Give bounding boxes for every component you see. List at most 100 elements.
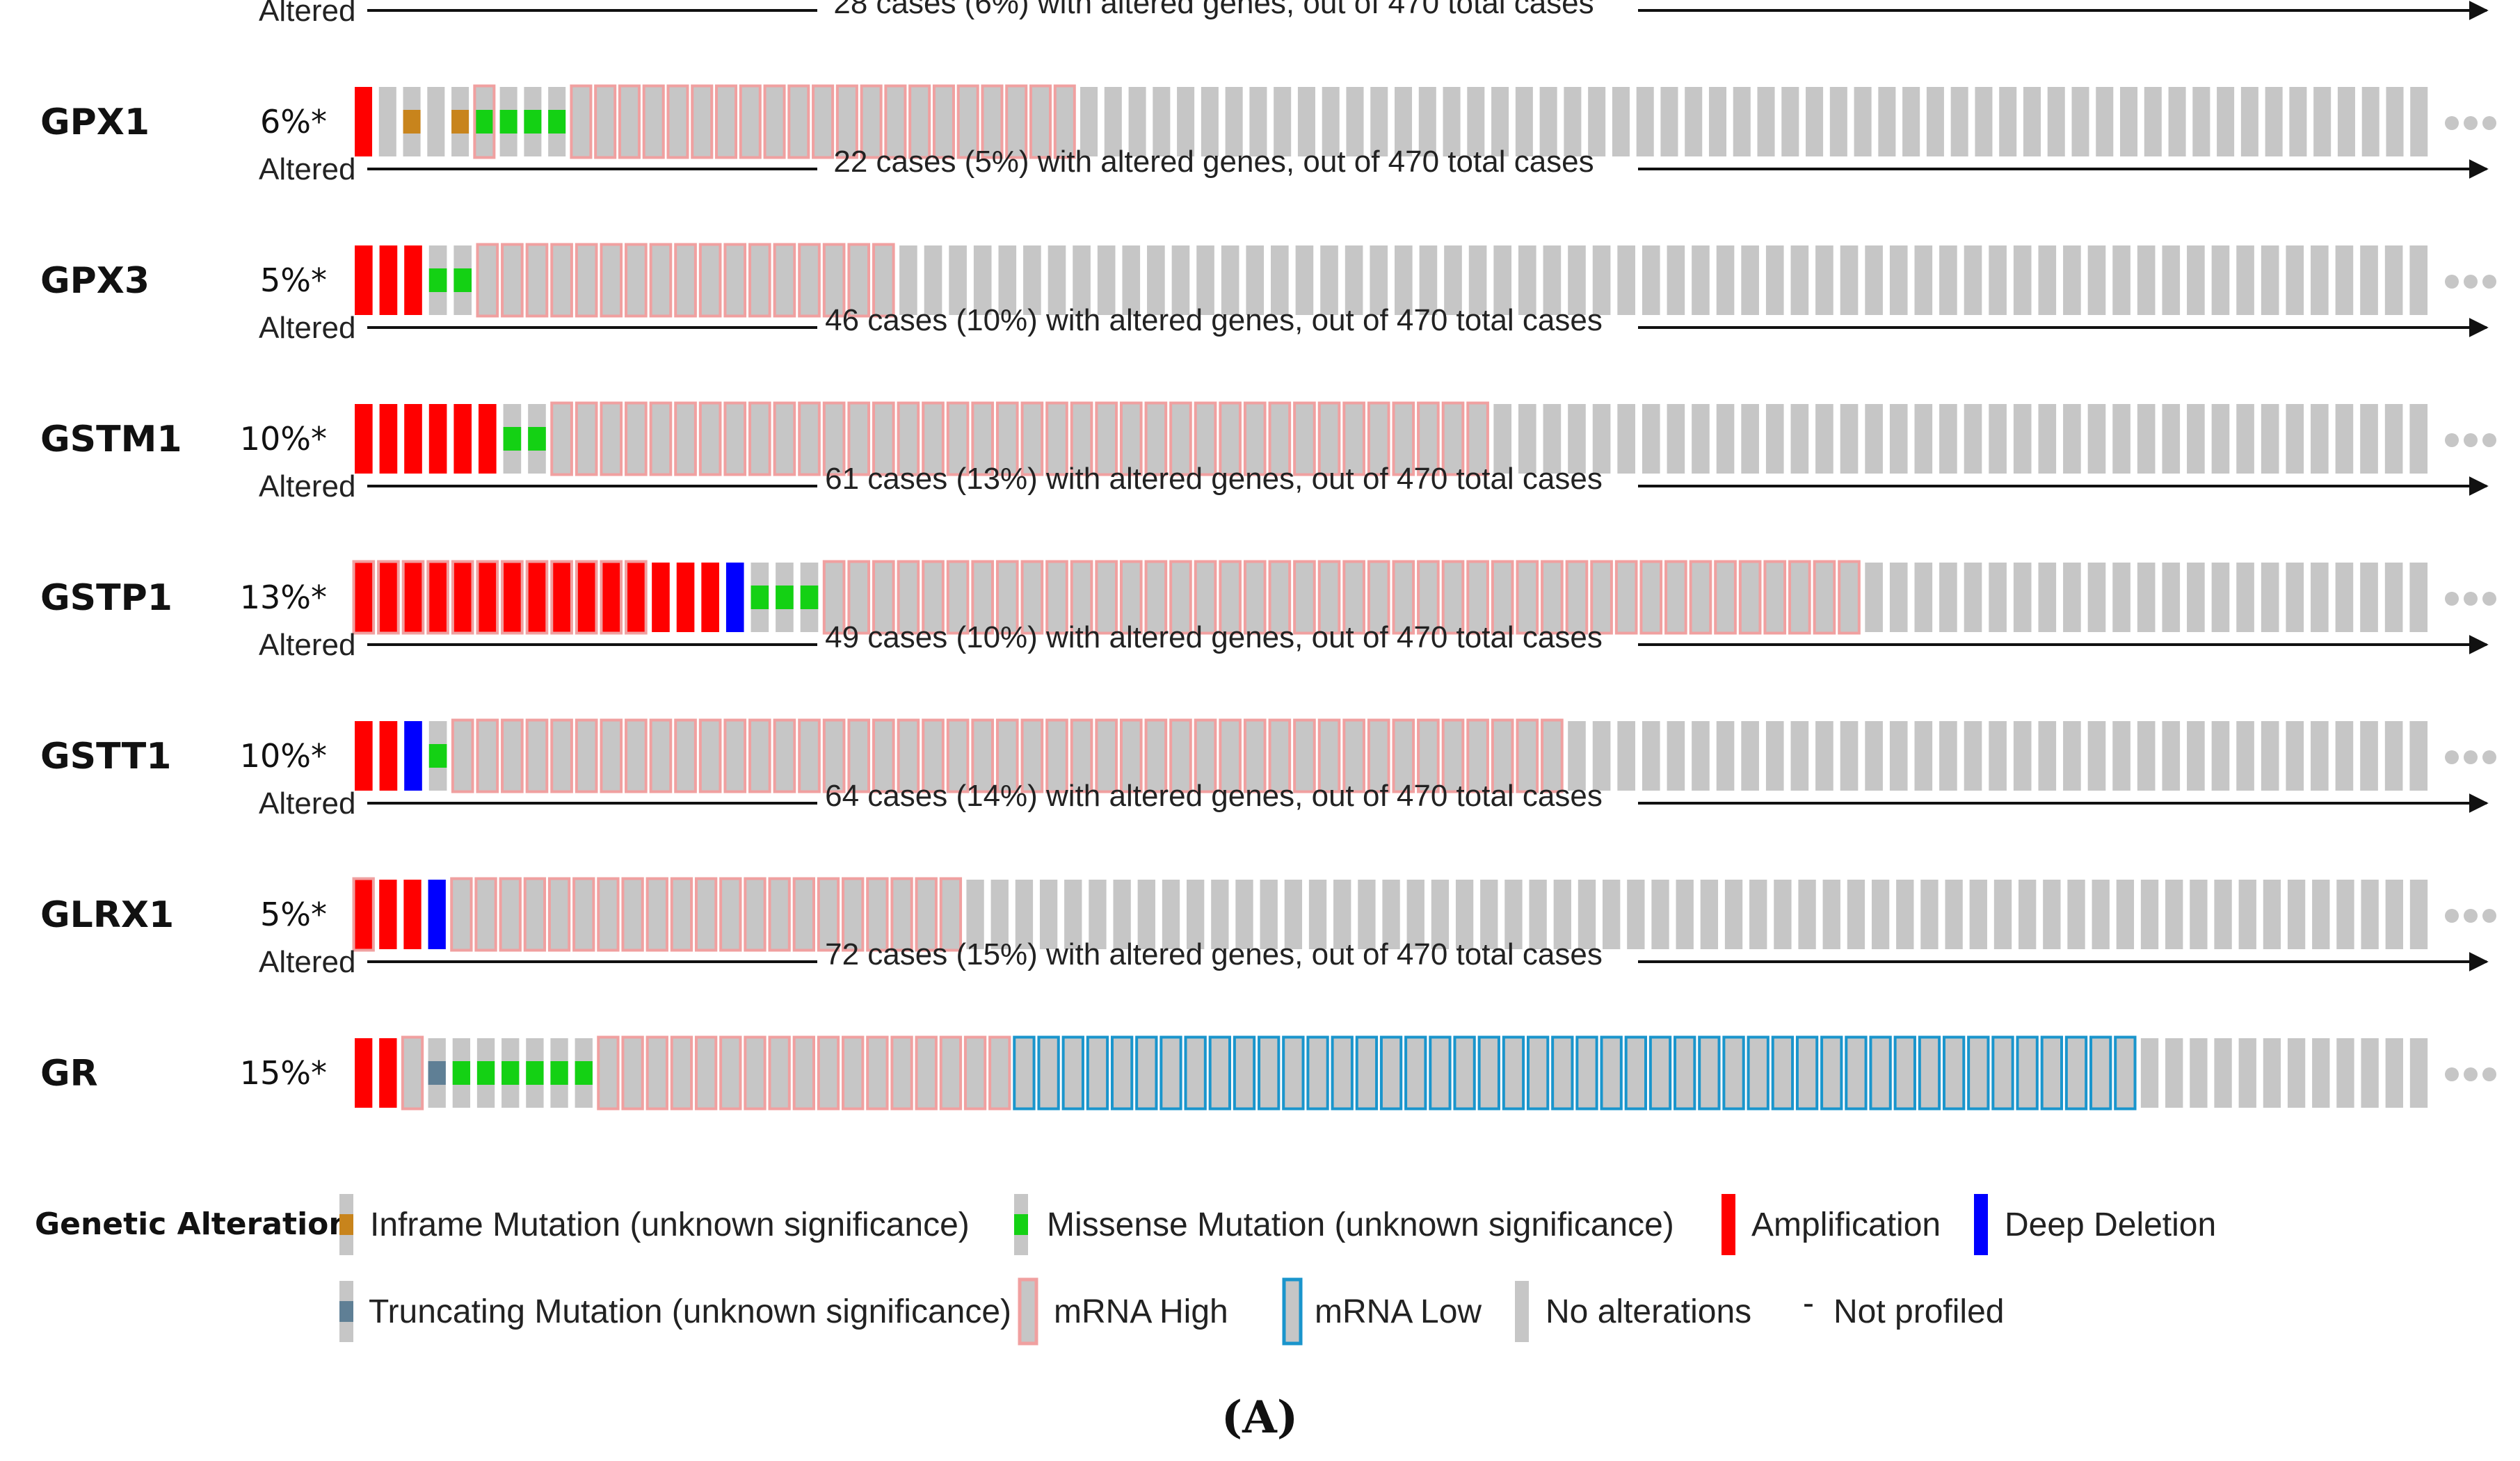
case-bar <box>866 1035 889 1111</box>
case-bar <box>600 401 623 476</box>
case-bar <box>1128 87 1146 156</box>
case-bar <box>1939 404 1957 474</box>
case-bar <box>998 245 1017 315</box>
case-bar <box>1529 880 1547 949</box>
case-bar <box>1771 1035 1795 1111</box>
case-bar <box>2261 404 2279 474</box>
case-bar <box>2385 1038 2403 1108</box>
case-bar <box>748 401 771 476</box>
more-dot <box>2482 275 2496 289</box>
case-bar <box>1795 1035 1819 1111</box>
case-bar <box>1045 401 1068 476</box>
case-bar <box>1382 880 1400 949</box>
case-bar <box>1235 880 1253 949</box>
case-bar <box>645 877 668 952</box>
case-bar <box>1169 401 1192 476</box>
case-bar <box>1614 560 1638 635</box>
case-bar <box>1889 563 1908 632</box>
case-bar <box>2211 563 2230 632</box>
case-bar <box>642 84 665 159</box>
case-bar <box>1945 880 1963 949</box>
case-bar <box>956 84 979 159</box>
case-bar <box>501 718 524 793</box>
case-bar <box>1526 1035 1550 1111</box>
case-bar <box>2140 880 2159 949</box>
case-bar <box>2361 880 2379 949</box>
case-bar <box>1417 401 1440 476</box>
case-bar <box>1418 87 1436 156</box>
case-bar <box>798 243 821 318</box>
case-bar <box>1342 401 1365 476</box>
case-bar <box>2063 245 2081 315</box>
case-bar <box>2236 245 2254 315</box>
case-bar <box>2240 87 2258 156</box>
case-bar <box>1322 87 1340 156</box>
case-bar <box>1889 245 1908 315</box>
case-bar <box>473 84 496 159</box>
case-bar <box>2313 87 2332 156</box>
case-bar <box>2040 1035 2064 1111</box>
case-bar <box>798 401 821 476</box>
case-bar <box>625 560 648 635</box>
case-bar <box>1249 87 1267 156</box>
case-bar <box>2261 721 2279 791</box>
case-bar <box>719 1035 742 1111</box>
case-bar <box>1565 560 1589 635</box>
case-bar <box>1308 880 1327 949</box>
case-bar <box>2063 563 2081 632</box>
case-bar <box>2236 404 2254 474</box>
case-bar <box>1964 245 1982 315</box>
case-bar <box>899 245 917 315</box>
case-bar <box>1813 560 1836 635</box>
case-bar <box>426 560 449 635</box>
case-bar <box>625 243 648 318</box>
case-bar <box>1441 560 1465 635</box>
case-bar <box>1564 87 1582 156</box>
case-bar <box>990 880 1009 949</box>
gene-row-gpx3: GPX3 5%* Altered 22 cases (5%) with altered… <box>40 145 2496 318</box>
case-bar <box>1064 880 1082 949</box>
case-bar <box>1119 718 1143 793</box>
case-bar <box>2120 87 2138 156</box>
case-bar <box>1379 1035 1403 1111</box>
case-bar <box>1417 560 1440 635</box>
case-bar <box>835 84 858 159</box>
case-bar <box>1070 401 1093 476</box>
case-bar <box>1293 560 1316 635</box>
case-bar <box>822 401 846 476</box>
case-bar <box>1515 87 1533 156</box>
case-bar <box>2386 87 2404 156</box>
legend-label: mRNA Low <box>1315 1293 1482 1330</box>
case-bar <box>1196 245 1214 315</box>
case-bar <box>1942 1035 1966 1111</box>
case-bar <box>1153 87 1171 156</box>
case-bar <box>1013 1035 1036 1111</box>
more-dot <box>2445 1067 2459 1081</box>
case-bar <box>674 401 697 476</box>
case-bar <box>1667 721 1685 791</box>
case-bar <box>1144 718 1168 793</box>
case-bar <box>1045 560 1068 635</box>
case-bar <box>2311 721 2329 791</box>
case-bar <box>1144 401 1168 476</box>
case-bar <box>817 1035 840 1111</box>
case-bar <box>1820 1035 1843 1111</box>
case-bar <box>2286 404 2304 474</box>
case-bar <box>2261 245 2279 315</box>
case-bar <box>988 1035 1011 1111</box>
case-bar <box>600 243 623 318</box>
case-bar <box>1939 563 1957 632</box>
case-bar <box>2238 1038 2256 1108</box>
case-bar <box>698 718 722 793</box>
case-bar <box>1171 245 1190 315</box>
gene-name: GLRX1 <box>40 894 174 936</box>
case-bar <box>451 87 470 156</box>
case-bar <box>1651 880 1669 949</box>
case-bar <box>1089 880 1107 949</box>
case-bar <box>1871 880 1890 949</box>
case-bar <box>1297 87 1315 156</box>
case-bar <box>1005 84 1028 159</box>
case-bar <box>1268 718 1292 793</box>
case-bar <box>2013 721 2032 791</box>
case-bar <box>1073 245 1091 315</box>
